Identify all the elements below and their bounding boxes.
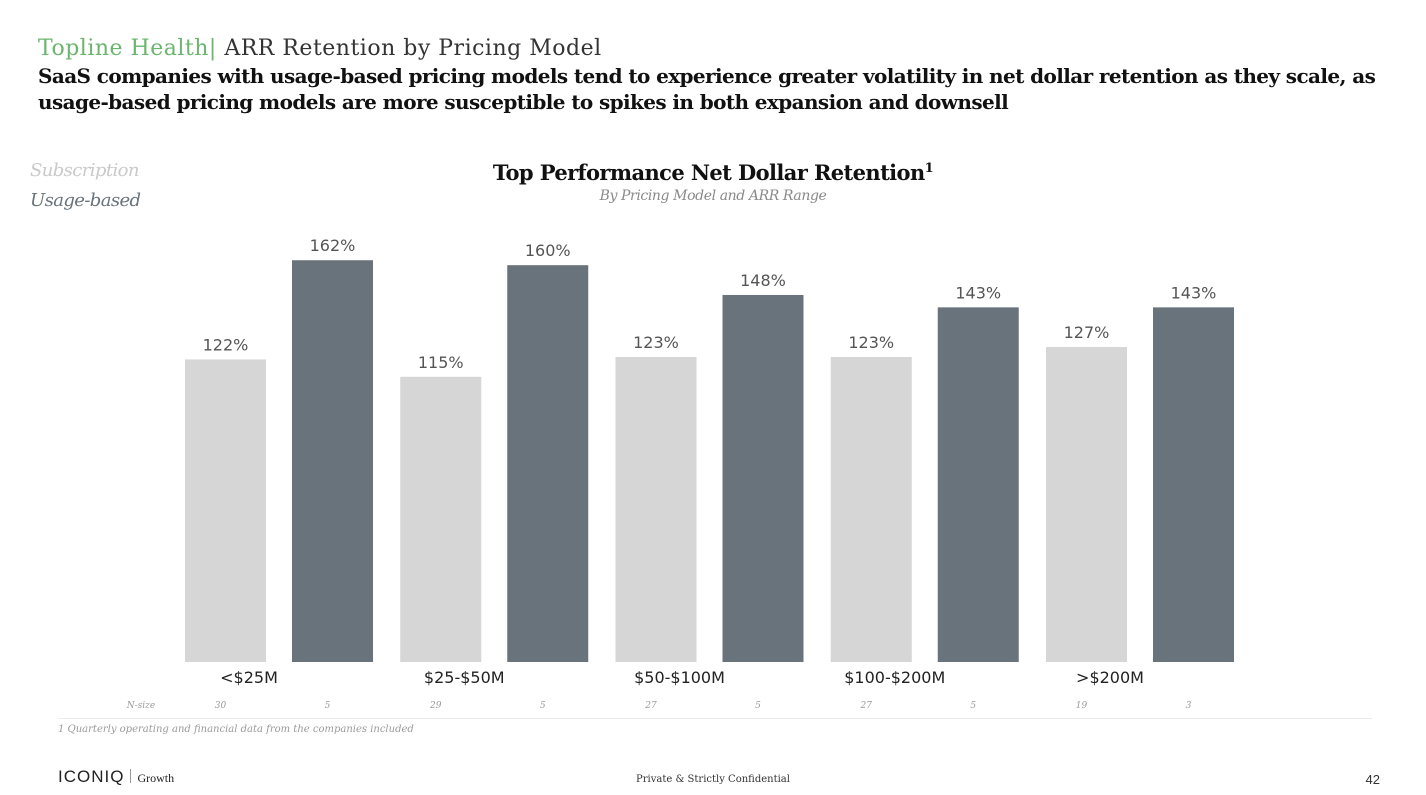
n-size-label: N-size bbox=[126, 701, 155, 711]
n-size-usage-based-0: 5 bbox=[325, 701, 331, 711]
logo-separator bbox=[130, 769, 132, 783]
data-label-subscription-2: 123% bbox=[633, 333, 679, 352]
bar-usage-based-0 bbox=[292, 260, 373, 662]
company-logo: ICONIQ Growth bbox=[58, 767, 174, 787]
data-label-usage-based-3: 143% bbox=[955, 283, 1001, 302]
data-label-subscription-4: 127% bbox=[1064, 323, 1110, 342]
bar-subscription-1 bbox=[400, 376, 482, 662]
data-label-usage-based-0: 162% bbox=[310, 236, 356, 255]
bar-subscription-4 bbox=[1046, 347, 1127, 662]
n-size-usage-based-4: 3 bbox=[1186, 701, 1192, 711]
data-label-subscription-0: 122% bbox=[203, 335, 249, 354]
x-tick-label-4: >$200M bbox=[1076, 668, 1144, 687]
brand-name: Topline Health bbox=[38, 36, 209, 61]
slide-title: ARR Retention by Pricing Model bbox=[224, 36, 602, 61]
n-size-subscription-3: 27 bbox=[860, 701, 873, 711]
x-tick-label-3: $100-$200M bbox=[844, 668, 945, 687]
x-tick-label-2: $50-$100M bbox=[634, 668, 725, 687]
n-size-subscription-1: 29 bbox=[429, 701, 442, 711]
chart-legend: Subscription Usage-based bbox=[30, 156, 141, 216]
bar-subscription-3 bbox=[830, 356, 912, 662]
data-label-usage-based-1: 160% bbox=[525, 241, 571, 260]
n-size-subscription-0: 30 bbox=[215, 701, 227, 711]
bar-subscription-0 bbox=[185, 359, 266, 662]
n-size-usage-based-2: 5 bbox=[755, 701, 761, 711]
footnote-rule bbox=[58, 718, 1372, 719]
bar-usage-based-3 bbox=[937, 307, 1019, 662]
n-size-usage-based-3: 5 bbox=[970, 701, 976, 711]
bar-usage-based-4 bbox=[1153, 307, 1234, 662]
bar-subscription-2 bbox=[615, 356, 697, 662]
data-label-subscription-3: 123% bbox=[848, 333, 894, 352]
header-divider: | bbox=[208, 36, 217, 61]
logo-text: ICONIQ bbox=[58, 767, 125, 786]
bar-usage-based-1 bbox=[507, 265, 589, 662]
bar-chart: 122% 30 162% 5 <$25M 115% 29 160% 5 $25-$50M 123% 2… bbox=[126, 236, 1234, 711]
logo-subtext: Growth bbox=[137, 771, 175, 785]
n-size-usage-based-1: 5 bbox=[540, 701, 546, 711]
chart-title: Top Performance Net Dollar Retention1 bbox=[0, 160, 1426, 185]
header-line: Topline Health| ARR Retention by Pricing… bbox=[38, 36, 602, 61]
data-label-usage-based-4: 143% bbox=[1171, 283, 1217, 302]
data-label-usage-based-2: 148% bbox=[740, 271, 786, 290]
chart-title-text: Top Performance Net Dollar Retention bbox=[492, 160, 925, 185]
footnote: 1 Quarterly operating and financial data… bbox=[58, 724, 414, 735]
legend-usage-based: Usage-based bbox=[30, 190, 141, 211]
legend-subscription: Subscription bbox=[30, 160, 139, 181]
x-tick-label-0: <$25M bbox=[220, 668, 278, 687]
x-tick-label-1: $25-$50M bbox=[424, 668, 505, 687]
page-number: 42 bbox=[1365, 772, 1380, 787]
n-size-subscription-4: 19 bbox=[1076, 701, 1088, 711]
slide-subtitle: SaaS companies with usage-based pricing … bbox=[38, 64, 1376, 114]
chart-title-footnote-mark: 1 bbox=[924, 161, 934, 176]
n-size-subscription-2: 27 bbox=[644, 701, 657, 711]
confidential-notice: Private & Strictly Confidential bbox=[636, 774, 790, 785]
data-label-subscription-1: 115% bbox=[418, 353, 464, 372]
bar-usage-based-2 bbox=[722, 294, 804, 662]
chart-subtitle: By Pricing Model and ARR Range bbox=[599, 188, 827, 204]
